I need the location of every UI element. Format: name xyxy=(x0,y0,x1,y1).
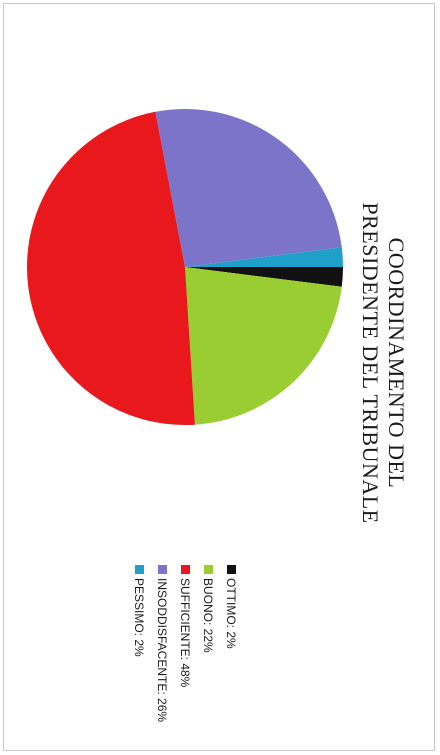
legend-item: INSODDISFACENTE: 26% xyxy=(151,565,174,722)
legend-item: BUONO: 22% xyxy=(197,565,220,722)
pie-chart xyxy=(26,109,343,426)
chart-plane: COORDINAMENTO DEL PRESIDENTE DEL TRIBUNA… xyxy=(3,3,437,751)
pie-slice-insoddisfacente xyxy=(155,109,342,267)
legend-swatch xyxy=(181,565,190,574)
legend-swatch xyxy=(135,565,144,574)
pie-slice-sufficiente xyxy=(26,111,195,426)
legend-swatch xyxy=(158,565,167,574)
pie-slice-pessimo xyxy=(185,247,343,267)
legend-label: SUFFICIENTE: 48% xyxy=(178,578,193,688)
chart-title-line-1: COORDINAMENTO DEL xyxy=(384,237,409,489)
chart-legend: OTTIMO: 2% BUONO: 22% SUFFICIENTE: 48% INSO… xyxy=(128,565,243,722)
pie-slice-buono xyxy=(185,267,342,425)
legend-swatch xyxy=(227,565,236,574)
legend-label: INSODDISFACENTE: 26% xyxy=(155,578,170,723)
legend-item: OTTIMO: 2% xyxy=(220,565,243,722)
legend-label: PESSIMO: 2% xyxy=(132,578,147,657)
chart-title-line-2: PRESIDENTE DEL TRIBUNALE xyxy=(358,202,383,524)
legend-item: PESSIMO: 2% xyxy=(128,565,151,722)
slide-frame xyxy=(3,3,435,751)
legend-label: BUONO: 22% xyxy=(201,578,216,653)
legend-swatch xyxy=(204,565,213,574)
legend-item: SUFFICIENTE: 48% xyxy=(174,565,197,722)
legend-label: OTTIMO: 2% xyxy=(224,578,239,649)
pie-slice-ottimo xyxy=(185,267,343,287)
